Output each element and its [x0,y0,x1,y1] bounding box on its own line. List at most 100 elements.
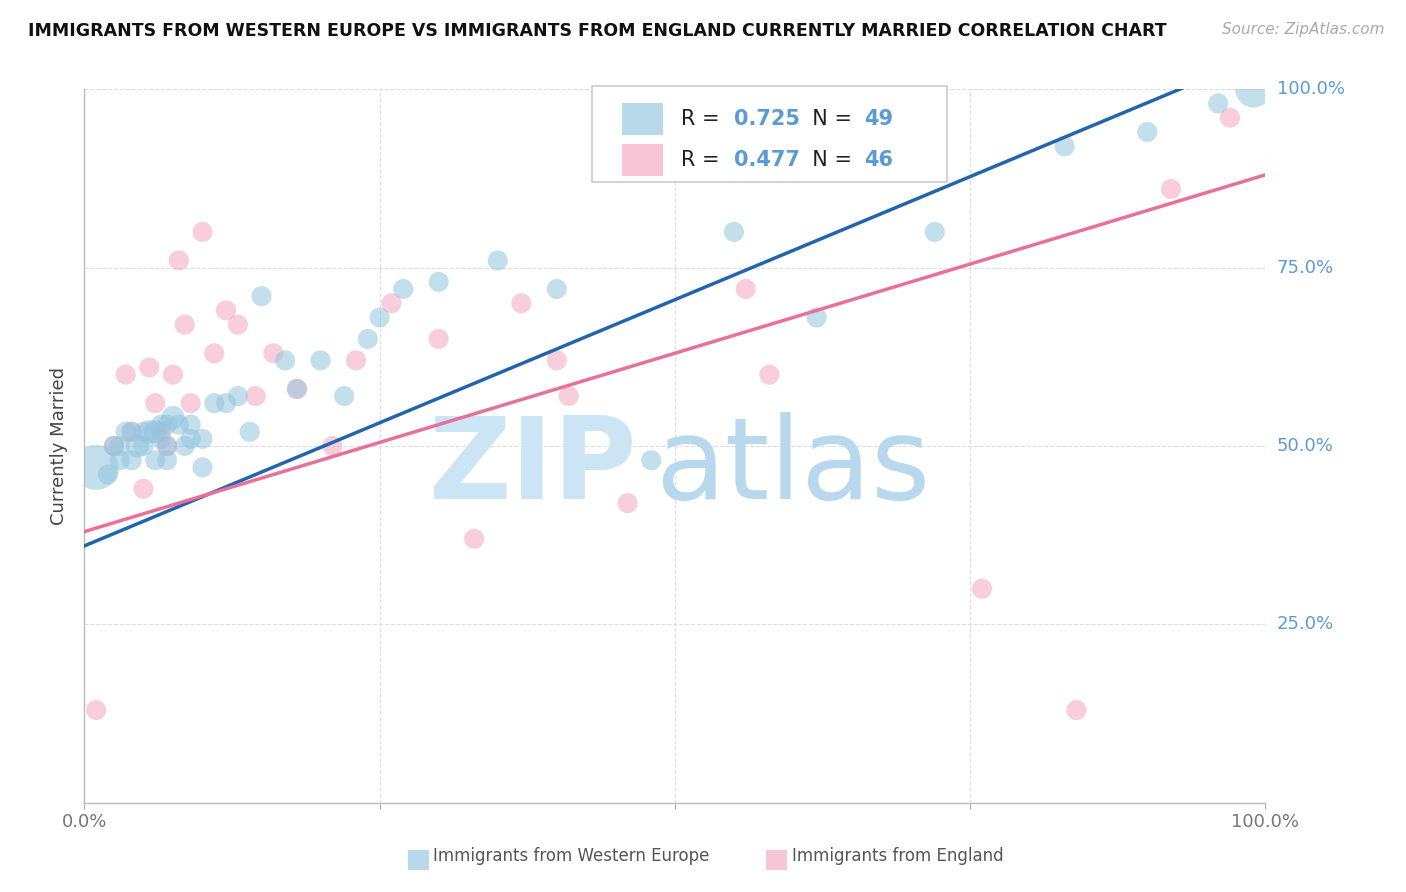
Text: 50.0%: 50.0% [1277,437,1333,455]
Point [640,453,662,467]
Point [274,353,297,368]
Point [132,439,155,453]
Text: 75.0%: 75.0% [1277,259,1334,277]
Point [150,425,173,439]
Point [1136,125,1159,139]
Point [463,532,485,546]
Point [173,439,195,453]
Point [114,368,136,382]
Point [734,282,756,296]
Text: IMMIGRANTS FROM WESTERN EUROPE VS IMMIGRANTS FROM ENGLAND CURRENTLY MARRIED CORR: IMMIGRANTS FROM WESTERN EUROPE VS IMMIGR… [28,22,1167,40]
Point [344,353,367,368]
Point [1066,703,1088,717]
Point [215,396,238,410]
Point [758,368,780,382]
Point [970,582,993,596]
Point [156,453,179,467]
Point [121,453,143,467]
Point [239,425,262,439]
Point [132,425,155,439]
Point [162,368,184,382]
Point [121,425,143,439]
Text: 46: 46 [863,150,893,170]
Point [546,353,568,368]
Point [262,346,284,360]
Point [180,417,202,432]
Point [380,296,402,310]
Point [143,396,166,410]
Text: 0.477: 0.477 [734,150,800,170]
Point [806,310,828,325]
Point [138,360,160,375]
Point [173,318,195,332]
Text: R =: R = [681,150,725,170]
Bar [621,103,664,135]
Point [84,703,107,717]
Point [616,496,638,510]
Point [191,432,214,446]
Point [114,425,136,439]
Point [150,432,173,446]
Point [321,439,343,453]
Text: Immigrants from England: Immigrants from England [792,847,1004,865]
Point [156,417,179,432]
Point [202,396,225,410]
Point [392,282,415,296]
Point [167,253,190,268]
Point [368,310,391,325]
Point [1206,96,1229,111]
Text: atlas: atlas [655,412,931,523]
Text: Source: ZipAtlas.com: Source: ZipAtlas.com [1222,22,1385,37]
Point [1053,139,1076,153]
Point [191,460,214,475]
Point [1160,182,1182,196]
Point [215,303,238,318]
Point [226,389,249,403]
Text: R =: R = [681,109,725,129]
Point [333,389,356,403]
Point [156,439,179,453]
Point [245,389,267,403]
Point [357,332,380,346]
Point [143,425,166,439]
Point [546,282,568,296]
Point [108,453,131,467]
Point [150,417,173,432]
Text: 0.725: 0.725 [734,109,800,129]
Bar [621,145,664,176]
Point [103,439,125,453]
Point [180,396,202,410]
Point [427,332,450,346]
Point [127,439,149,453]
Point [309,353,332,368]
Point [427,275,450,289]
Point [1219,111,1241,125]
Y-axis label: Currently Married: Currently Married [51,367,69,525]
FancyBboxPatch shape [592,86,946,182]
Point [143,453,166,467]
Text: Immigrants from Western Europe: Immigrants from Western Europe [433,847,710,865]
Text: N =: N = [799,150,859,170]
Text: 100.0%: 100.0% [1277,80,1344,98]
Text: 25.0%: 25.0% [1277,615,1334,633]
Point [103,439,125,453]
Point [191,225,214,239]
Point [84,460,107,475]
Point [97,467,120,482]
Point [202,346,225,360]
Point [1243,82,1265,96]
Point [723,225,745,239]
Point [924,225,946,239]
Point [250,289,273,303]
Point [557,389,579,403]
Point [138,425,160,439]
Text: ZIP: ZIP [429,412,637,523]
Text: N =: N = [799,109,859,129]
Point [876,161,898,175]
Point [285,382,308,396]
Point [226,318,249,332]
Text: 49: 49 [863,109,893,129]
Point [132,482,155,496]
Point [486,253,509,268]
Point [167,417,190,432]
